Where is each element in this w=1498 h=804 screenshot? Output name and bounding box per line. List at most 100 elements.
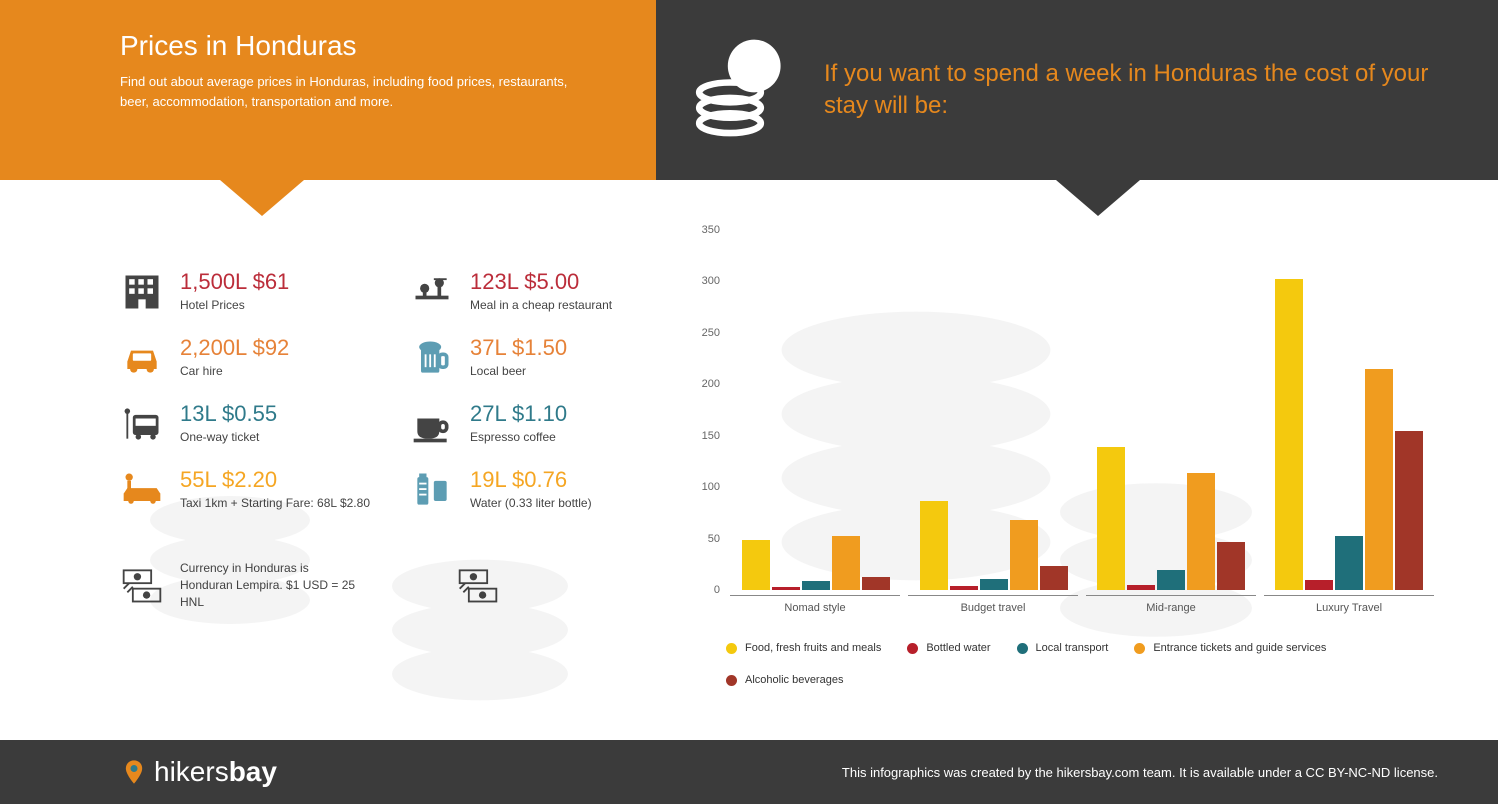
coins-icon bbox=[686, 33, 796, 148]
car-icon bbox=[120, 336, 164, 380]
currency-info: Currency in Honduras is Honduran Lempira… bbox=[120, 560, 626, 610]
water-icon bbox=[410, 468, 454, 512]
bar-group bbox=[727, 230, 905, 590]
legend-label: Food, fresh fruits and meals bbox=[745, 642, 881, 654]
legend-item: Alcoholic beverages bbox=[726, 674, 843, 686]
legend-label: Bottled water bbox=[926, 642, 990, 654]
body-area: 1,500L $61 Hotel Prices 2,200L $92 Car h… bbox=[0, 180, 1498, 740]
legend-item: Local transport bbox=[1017, 642, 1109, 654]
bar bbox=[862, 577, 890, 590]
price-text: 19L $0.76 Water (0.33 liter bottle) bbox=[470, 468, 592, 510]
price-value: 19L $0.76 bbox=[470, 468, 592, 492]
bar bbox=[1040, 566, 1068, 590]
legend-swatch bbox=[907, 643, 918, 654]
price-value: 13L $0.55 bbox=[180, 402, 277, 426]
price-item: 55L $2.20 Taxi 1km + Starting Fare: 68L … bbox=[120, 468, 370, 512]
price-value: 55L $2.20 bbox=[180, 468, 370, 492]
bar bbox=[1335, 536, 1363, 591]
price-item: 27L $1.10 Espresso coffee bbox=[410, 402, 612, 446]
page-title: Prices in Honduras bbox=[120, 30, 596, 62]
hotel-icon bbox=[120, 270, 164, 314]
currency-icon-2 bbox=[456, 563, 500, 607]
price-label: One-way ticket bbox=[180, 430, 277, 444]
price-value: 123L $5.00 bbox=[470, 270, 612, 294]
price-value: 1,500L $61 bbox=[180, 270, 289, 294]
bar bbox=[1187, 473, 1215, 590]
legend-label: Alcoholic beverages bbox=[745, 674, 843, 686]
x-label: Budget travel bbox=[908, 595, 1078, 615]
legend-swatch bbox=[1017, 643, 1028, 654]
price-text: 1,500L $61 Hotel Prices bbox=[180, 270, 289, 312]
price-value: 37L $1.50 bbox=[470, 336, 567, 360]
bar-group bbox=[1260, 230, 1438, 590]
bar bbox=[920, 501, 948, 590]
price-label: Water (0.33 liter bottle) bbox=[470, 496, 592, 510]
price-item: 37L $1.50 Local beer bbox=[410, 336, 612, 380]
bar bbox=[950, 586, 978, 590]
taxi-icon bbox=[120, 468, 164, 512]
bar bbox=[772, 587, 800, 590]
y-tick: 350 bbox=[686, 224, 720, 236]
chart-plot bbox=[726, 230, 1438, 590]
footer-credit: This infographics was created by the hik… bbox=[842, 765, 1438, 780]
bar bbox=[1097, 447, 1125, 590]
footer: hikersbay This infographics was created … bbox=[0, 740, 1498, 804]
price-label: Espresso coffee bbox=[470, 430, 567, 444]
bus-icon bbox=[120, 402, 164, 446]
bar-group bbox=[905, 230, 1083, 590]
y-tick: 150 bbox=[686, 430, 720, 442]
price-item: 1,500L $61 Hotel Prices bbox=[120, 270, 370, 314]
coffee-icon bbox=[410, 402, 454, 446]
bar bbox=[1395, 431, 1423, 590]
y-tick: 200 bbox=[686, 378, 720, 390]
header: Prices in Honduras Find out about averag… bbox=[0, 0, 1498, 180]
y-tick: 100 bbox=[686, 481, 720, 493]
price-text: 123L $5.00 Meal in a cheap restaurant bbox=[470, 270, 612, 312]
price-text: 55L $2.20 Taxi 1km + Starting Fare: 68L … bbox=[180, 468, 370, 510]
bar bbox=[1365, 369, 1393, 590]
bar bbox=[1275, 279, 1303, 590]
brand-part2: bay bbox=[229, 756, 277, 787]
legend-label: Entrance tickets and guide services bbox=[1153, 642, 1326, 654]
legend-item: Bottled water bbox=[907, 642, 990, 654]
legend-swatch bbox=[726, 643, 737, 654]
price-columns: 1,500L $61 Hotel Prices 2,200L $92 Car h… bbox=[120, 270, 626, 512]
price-item: 13L $0.55 One-way ticket bbox=[120, 402, 370, 446]
bar bbox=[832, 536, 860, 591]
bar bbox=[1305, 580, 1333, 590]
legend-swatch bbox=[726, 675, 737, 686]
y-tick: 0 bbox=[686, 584, 720, 596]
price-text: 2,200L $92 Car hire bbox=[180, 336, 289, 378]
price-item: 123L $5.00 Meal in a cheap restaurant bbox=[410, 270, 612, 314]
header-right-heading: If you want to spend a week in Honduras … bbox=[824, 58, 1438, 123]
chart-legend: Food, fresh fruits and meals Bottled wate… bbox=[726, 630, 1438, 686]
price-column-1: 1,500L $61 Hotel Prices 2,200L $92 Car h… bbox=[120, 270, 370, 512]
price-value: 27L $1.10 bbox=[470, 402, 567, 426]
y-tick: 300 bbox=[686, 275, 720, 287]
price-label: Car hire bbox=[180, 364, 289, 378]
chart-x-labels: Nomad styleBudget travelMid-rangeLuxury … bbox=[726, 595, 1438, 615]
x-label: Nomad style bbox=[730, 595, 900, 615]
left-panel: 1,500L $61 Hotel Prices 2,200L $92 Car h… bbox=[0, 180, 656, 740]
price-label: Meal in a cheap restaurant bbox=[470, 298, 612, 312]
price-label: Taxi 1km + Starting Fare: 68L $2.80 bbox=[180, 496, 370, 510]
beer-icon bbox=[410, 336, 454, 380]
y-tick: 250 bbox=[686, 327, 720, 339]
bar bbox=[742, 540, 770, 590]
legend-item: Food, fresh fruits and meals bbox=[726, 642, 881, 654]
brand-part1: hikers bbox=[154, 756, 229, 787]
price-item: 2,200L $92 Car hire bbox=[120, 336, 370, 380]
price-value: 2,200L $92 bbox=[180, 336, 289, 360]
price-label: Local beer bbox=[470, 364, 567, 378]
legend-item: Entrance tickets and guide services bbox=[1134, 642, 1326, 654]
footer-brand: hikersbay bbox=[120, 756, 277, 788]
bar bbox=[1127, 585, 1155, 590]
price-column-2: 123L $5.00 Meal in a cheap restaurant 37… bbox=[410, 270, 612, 512]
currency-icon bbox=[120, 563, 164, 607]
bar bbox=[1010, 520, 1038, 590]
y-tick: 50 bbox=[686, 533, 720, 545]
price-text: 37L $1.50 Local beer bbox=[470, 336, 567, 378]
weekly-cost-chart: 050100150200250300350 Nomad styleBudget … bbox=[686, 230, 1438, 630]
legend-label: Local transport bbox=[1036, 642, 1109, 654]
currency-note: Currency in Honduras is Honduran Lempira… bbox=[180, 560, 360, 610]
